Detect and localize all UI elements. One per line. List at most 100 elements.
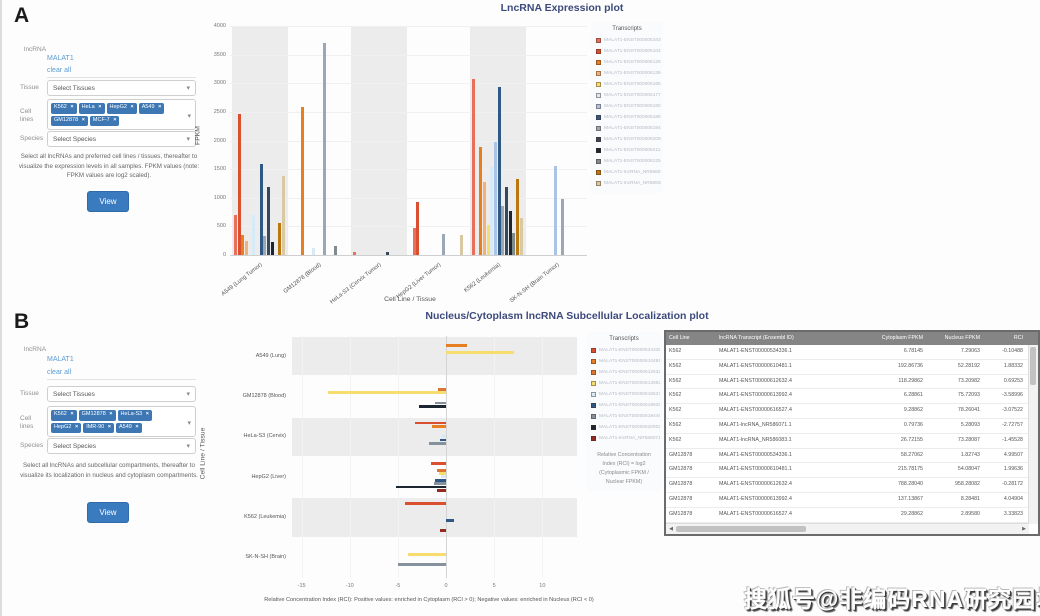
bar[interactable]: [438, 388, 447, 391]
bar[interactable]: [560, 199, 564, 255]
remove-tag-icon[interactable]: ×: [145, 411, 149, 417]
legend-item[interactable]: MALAT1-ENST00000617791.4: [593, 90, 661, 101]
bar[interactable]: [311, 248, 315, 255]
table-row[interactable]: GM12878 MALAT1-ENST00000612632.4 788.28040…: [666, 478, 1038, 493]
bar[interactable]: [434, 401, 447, 405]
bar[interactable]: [259, 163, 263, 255]
legend-item[interactable]: MALAT1-ENST00000618925.1: [588, 400, 660, 411]
legend-item[interactable]: MALAT1-ENST00000610481.1: [593, 46, 661, 57]
clear-all-link[interactable]: clear all: [47, 67, 72, 74]
remove-tag-icon[interactable]: ×: [113, 116, 117, 123]
tissue-select[interactable]: Select Tissues ▾: [47, 386, 196, 402]
clear-all-link[interactable]: clear all: [47, 369, 72, 376]
bar[interactable]: [501, 205, 505, 255]
bar[interactable]: [327, 391, 447, 395]
legend-item[interactable]: MALAT1-ENST00000612632.4: [593, 57, 661, 68]
bar[interactable]: [395, 485, 447, 489]
remove-tag-icon[interactable]: ×: [130, 104, 134, 110]
bar[interactable]: [441, 475, 447, 479]
scrollbar-thumb[interactable]: [1030, 347, 1036, 385]
bar[interactable]: [333, 246, 337, 255]
table-row[interactable]: K562 MALAT1-ENST00000610481.1 192.86736 52.…: [666, 359, 1038, 375]
bar[interactable]: [490, 166, 494, 255]
remove-tag-icon[interactable]: ×: [158, 104, 162, 110]
bar[interactable]: [486, 224, 490, 255]
cell-line-tag[interactable]: GM12878 ×: [78, 410, 116, 421]
bar[interactable]: [519, 218, 523, 255]
bar[interactable]: [278, 222, 282, 255]
bar[interactable]: [353, 251, 356, 255]
legend-item[interactable]: MALAT1-ENST00000613992.4: [588, 378, 660, 389]
bar[interactable]: [416, 201, 420, 255]
table-row[interactable]: K562 MALAT1-ENST00000613992.4 6.28861 75.72…: [666, 389, 1038, 405]
vertical-scrollbar[interactable]: [1028, 345, 1038, 524]
bar[interactable]: [442, 435, 447, 438]
bar[interactable]: [433, 482, 447, 486]
bar[interactable]: [252, 214, 256, 255]
bar[interactable]: [300, 106, 304, 255]
cell-line-tag[interactable]: A549 ×: [138, 103, 165, 114]
bar[interactable]: [497, 86, 501, 255]
cell-line-tag[interactable]: HepG2 ×: [51, 422, 82, 433]
bar[interactable]: [386, 252, 390, 255]
bar[interactable]: [270, 241, 274, 255]
bar[interactable]: [430, 462, 447, 465]
cell-line-tag[interactable]: HeLa ×: [78, 103, 105, 114]
cell-line-tag[interactable]: K562 ×: [51, 410, 77, 421]
bar[interactable]: [479, 146, 483, 255]
table-row[interactable]: GM12878 MALAT1-ENST00000610481.1 215.78175…: [666, 463, 1038, 479]
bar[interactable]: [508, 211, 512, 255]
table-row[interactable]: GM12878 MALAT1-ENST00000613992.4 137.13867…: [666, 492, 1038, 508]
bar[interactable]: [446, 344, 468, 348]
legend-item[interactable]: MALAT1-ENST00000534336.1: [588, 345, 660, 356]
bar[interactable]: [281, 176, 285, 255]
remove-tag-icon[interactable]: ×: [70, 411, 74, 417]
bar[interactable]: [267, 187, 271, 255]
selected-lncrna-link[interactable]: MALAT1: [47, 55, 74, 62]
table-row[interactable]: GM12878 MALAT1-ENST00000534336.1 58.27062 1…: [666, 448, 1038, 464]
remove-tag-icon[interactable]: ×: [135, 423, 139, 430]
cell-line-tag[interactable]: K562 ×: [51, 103, 77, 114]
remove-tag-icon[interactable]: ×: [70, 104, 74, 110]
bar[interactable]: [435, 478, 447, 482]
bar[interactable]: [446, 351, 515, 354]
bar[interactable]: [431, 425, 447, 428]
table-header-cell[interactable]: Nucleus FPKM: [944, 334, 980, 341]
table-row[interactable]: K562 MALAT1-ENST00000612632.4 118.29862 73.…: [666, 374, 1038, 390]
legend-item[interactable]: MALAT1-ENST00000616527.4: [593, 79, 661, 90]
remove-tag-icon[interactable]: ×: [107, 423, 111, 430]
table-header-cell[interactable]: RCI: [1013, 334, 1023, 341]
table-header-cell[interactable]: Cell Line: [669, 334, 690, 341]
cell-line-tag[interactable]: A549 ×: [115, 422, 142, 433]
bar[interactable]: [397, 562, 447, 566]
bar[interactable]: [440, 529, 447, 533]
remove-tag-icon[interactable]: ×: [98, 104, 102, 110]
table-row[interactable]: K562 MALAT1-lncRNA_NR586071.1 0.79736 5.280…: [666, 418, 1038, 434]
bar[interactable]: [237, 113, 241, 255]
legend-item[interactable]: MALAT1-lncRNA_NR586071.1: [593, 167, 661, 178]
table-header-cell[interactable]: Cytoplasm FPKM: [881, 334, 923, 341]
species-select[interactable]: Select Species ▾: [47, 131, 196, 147]
bar[interactable]: [439, 472, 447, 475]
bar[interactable]: [437, 488, 447, 492]
scrollbar-thumb[interactable]: [676, 526, 806, 532]
legend-item[interactable]: MALAT1-ENST00000619449.4: [593, 123, 661, 134]
legend-item[interactable]: MALAT1-ENST00000616527.4: [588, 389, 660, 400]
tissue-select[interactable]: Select Tissues ▾: [47, 80, 196, 96]
table-row[interactable]: K562 MALAT1-ENST00000616527.4 9.28862 78.26…: [666, 404, 1038, 419]
bar[interactable]: [412, 227, 416, 255]
bar[interactable]: [263, 236, 267, 255]
cell-line-tag[interactable]: MCF-7 ×: [89, 115, 120, 126]
bar[interactable]: [437, 468, 447, 472]
bar[interactable]: [415, 421, 447, 425]
table-row[interactable]: K562 MALAT1-lncRNA_NR586083.1 26.72155 73.2…: [666, 433, 1038, 449]
cell-lines-multiselect[interactable]: ▾ K562 × HeLa × HepG2 × A549 × GM12878 × MCF-…: [47, 99, 196, 130]
bar[interactable]: [245, 240, 249, 255]
legend-item[interactable]: MALAT1-ENST00000613992.4: [593, 68, 661, 79]
bar[interactable]: [241, 234, 245, 255]
selected-lncrna-link[interactable]: MALAT1: [47, 356, 74, 363]
bar[interactable]: [512, 233, 516, 255]
bar[interactable]: [516, 178, 520, 255]
scroll-right-icon[interactable]: ▶: [1022, 526, 1026, 532]
scroll-left-icon[interactable]: ◀: [669, 526, 673, 532]
